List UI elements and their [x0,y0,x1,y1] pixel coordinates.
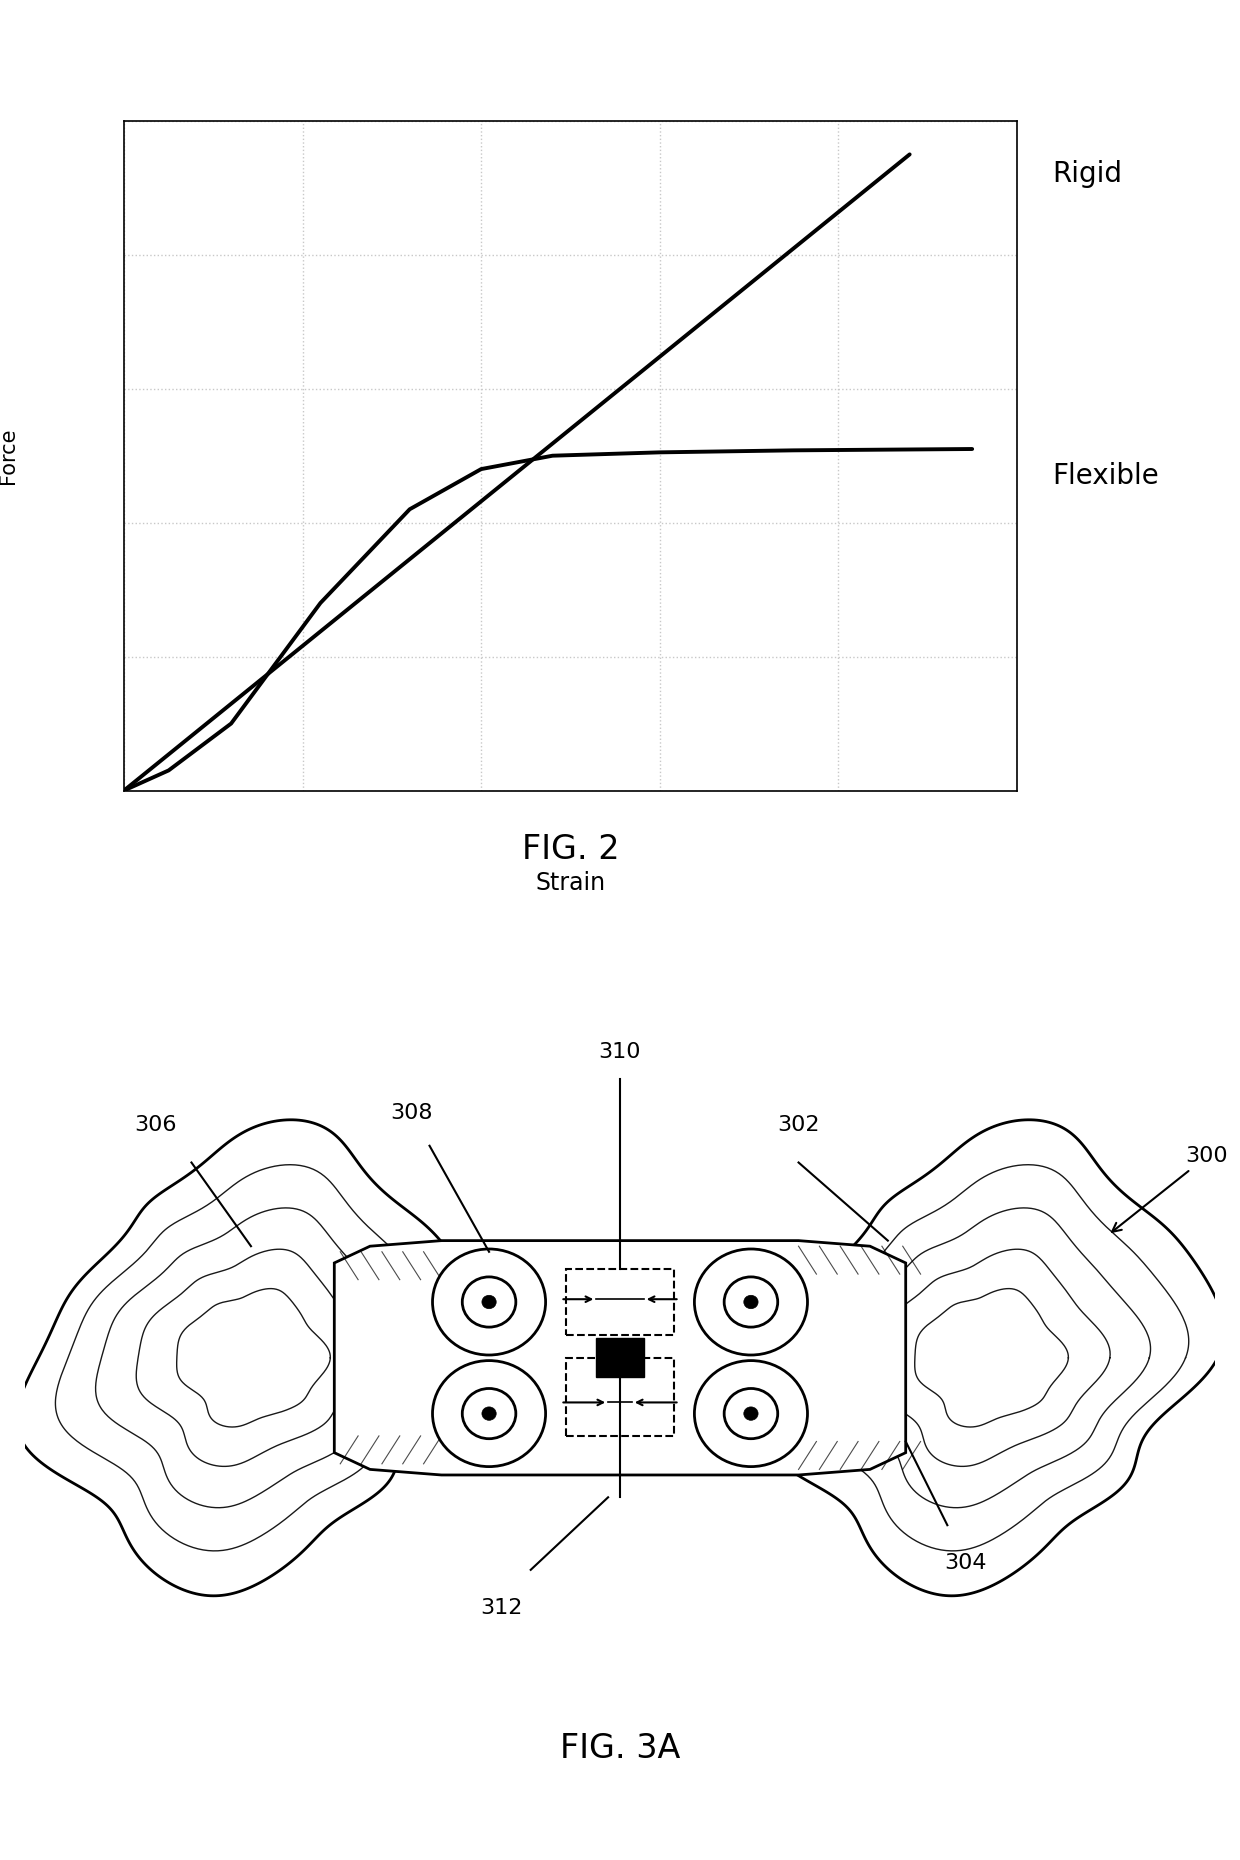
Text: Rigid: Rigid [1053,160,1122,188]
Circle shape [724,1388,777,1440]
Polygon shape [754,1120,1224,1596]
Text: FIG. 3A: FIG. 3A [559,1732,681,1765]
Text: 306: 306 [134,1114,177,1135]
Text: 310: 310 [599,1042,641,1062]
Text: FIG. 2: FIG. 2 [522,833,619,867]
FancyBboxPatch shape [596,1339,644,1376]
Text: 312: 312 [480,1598,522,1618]
Circle shape [694,1360,807,1466]
Circle shape [744,1406,758,1421]
Circle shape [463,1276,516,1328]
Text: 300: 300 [1112,1146,1228,1231]
Circle shape [433,1250,546,1354]
Text: 302: 302 [777,1114,820,1135]
Text: Force: Force [0,428,17,484]
Polygon shape [335,1241,905,1475]
Text: Flexible: Flexible [1053,461,1159,489]
Circle shape [463,1388,516,1440]
Circle shape [694,1250,807,1354]
Circle shape [724,1276,777,1328]
Text: 304: 304 [944,1553,987,1574]
Circle shape [482,1295,496,1309]
Circle shape [744,1295,758,1309]
Text: Strain: Strain [536,870,605,895]
Circle shape [482,1406,496,1421]
Polygon shape [16,1120,486,1596]
Circle shape [433,1360,546,1466]
Text: 308: 308 [391,1103,433,1123]
